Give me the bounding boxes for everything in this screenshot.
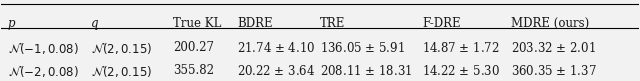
Text: True KL: True KL (173, 17, 222, 30)
Text: BDRE: BDRE (237, 17, 273, 30)
Text: 200.27: 200.27 (173, 41, 214, 54)
Text: 355.82: 355.82 (173, 64, 214, 77)
Text: p: p (8, 17, 15, 30)
Text: TRE: TRE (320, 17, 346, 30)
Text: $\mathcal{N}(-2, 0.08)$: $\mathcal{N}(-2, 0.08)$ (8, 64, 79, 79)
Text: $\mathcal{N}(2, 0.15)$: $\mathcal{N}(2, 0.15)$ (91, 64, 152, 79)
Text: MDRE (ours): MDRE (ours) (511, 17, 589, 30)
Text: q: q (91, 17, 98, 30)
Text: 360.35 $\pm$ 1.37: 360.35 $\pm$ 1.37 (511, 64, 597, 78)
Text: 203.32 $\pm$ 2.01: 203.32 $\pm$ 2.01 (511, 41, 596, 55)
Text: 20.22 $\pm$ 3.64: 20.22 $\pm$ 3.64 (237, 64, 316, 78)
Text: $\mathcal{N}(-1, 0.08)$: $\mathcal{N}(-1, 0.08)$ (8, 41, 79, 56)
Text: 14.22 $\pm$ 5.30: 14.22 $\pm$ 5.30 (422, 64, 500, 78)
Text: 208.11 $\pm$ 18.31: 208.11 $\pm$ 18.31 (320, 64, 412, 78)
Text: 14.87 $\pm$ 1.72: 14.87 $\pm$ 1.72 (422, 41, 499, 55)
Text: 21.74 $\pm$ 4.10: 21.74 $\pm$ 4.10 (237, 41, 316, 55)
Text: F-DRE: F-DRE (422, 17, 461, 30)
Text: $\mathcal{N}(2, 0.15)$: $\mathcal{N}(2, 0.15)$ (91, 41, 152, 56)
Text: 136.05 $\pm$ 5.91: 136.05 $\pm$ 5.91 (320, 41, 405, 55)
